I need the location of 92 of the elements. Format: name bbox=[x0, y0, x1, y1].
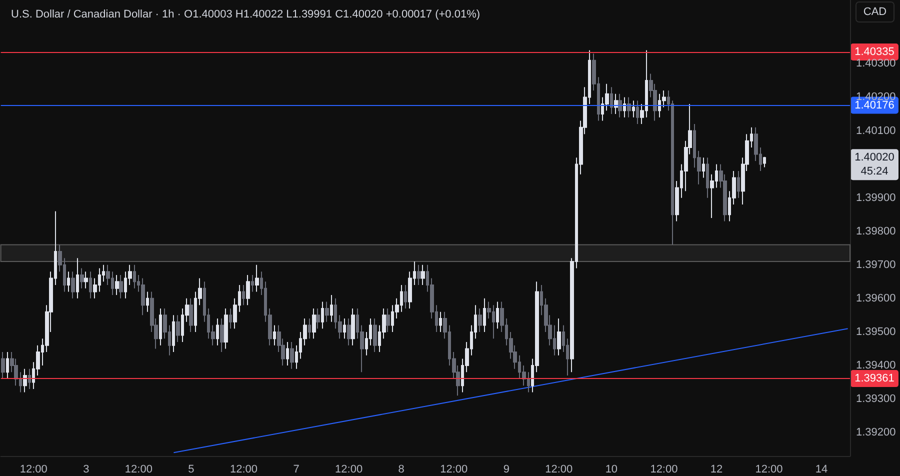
x-tick-label: 8 bbox=[398, 464, 404, 476]
candlestick bbox=[316, 308, 320, 330]
ref-line-label: 1.39361 bbox=[854, 372, 894, 385]
candlestick bbox=[141, 278, 145, 316]
candlestick bbox=[255, 264, 259, 292]
candlestick bbox=[146, 291, 149, 312]
candlestick bbox=[176, 314, 180, 342]
candlestick bbox=[636, 100, 639, 125]
y-tick-label: 1.39900 bbox=[856, 192, 896, 204]
x-tick-label: 12:00 bbox=[755, 464, 783, 476]
y-tick-label: 1.39300 bbox=[856, 393, 896, 405]
candlestick bbox=[1, 352, 5, 380]
y-tick-label: 1.39700 bbox=[856, 258, 896, 271]
text: 45:24 bbox=[860, 166, 888, 178]
x-tick-label: 7 bbox=[293, 464, 300, 476]
x-tick-label: 9 bbox=[503, 464, 510, 476]
candlestick bbox=[763, 156, 766, 168]
candlestick bbox=[343, 318, 346, 340]
candlestick bbox=[330, 294, 333, 322]
candlestick bbox=[610, 86, 613, 114]
x-tick-label: 12:00 bbox=[335, 464, 363, 476]
candlestick bbox=[246, 274, 250, 306]
ref-line-label: 1.40335 bbox=[854, 46, 894, 58]
candlestick bbox=[312, 308, 316, 340]
candlestick bbox=[706, 157, 709, 198]
candlestick bbox=[557, 318, 561, 356]
x-tick-label: 10 bbox=[605, 464, 618, 476]
candlestick bbox=[159, 308, 162, 346]
candlestick bbox=[308, 318, 311, 340]
candlestick bbox=[373, 318, 377, 353]
candlestick bbox=[386, 308, 390, 332]
candlestick bbox=[224, 308, 228, 350]
candlestick bbox=[273, 324, 276, 346]
candlestick bbox=[404, 284, 407, 309]
candlestick bbox=[286, 342, 289, 366]
x-tick-label: 12:00 bbox=[20, 464, 48, 476]
y-tick-label: 1.40300 bbox=[856, 58, 896, 70]
candlestick bbox=[325, 301, 329, 322]
candlestick bbox=[417, 264, 421, 286]
x-tick-label: 3 bbox=[83, 464, 90, 476]
candlestick bbox=[84, 271, 88, 289]
candlestick bbox=[23, 368, 27, 393]
x-tick-label: 12:00 bbox=[124, 464, 152, 476]
candlestick bbox=[115, 274, 119, 296]
x-tick-label: 12:00 bbox=[650, 464, 678, 476]
candlestick bbox=[702, 157, 705, 178]
candlestick bbox=[133, 264, 136, 289]
candlestick bbox=[71, 271, 75, 299]
candlestick bbox=[229, 308, 232, 330]
x-tick-label: 12:00 bbox=[440, 464, 468, 476]
candlestick bbox=[614, 93, 618, 114]
candlestick bbox=[347, 318, 351, 346]
candlestick bbox=[89, 271, 92, 299]
candlestick bbox=[632, 100, 635, 118]
candlestick bbox=[351, 308, 355, 346]
candlestick bbox=[483, 298, 486, 332]
candlestick bbox=[496, 301, 499, 330]
candlestick bbox=[189, 298, 193, 332]
candlestick bbox=[119, 274, 123, 299]
x-tick-label: 12:00 bbox=[230, 464, 258, 476]
y-tick-label: 1.39200 bbox=[856, 426, 896, 439]
x-tick-label: 5 bbox=[188, 464, 194, 476]
candlestick bbox=[251, 274, 254, 292]
candlestick bbox=[321, 301, 324, 330]
candlestick bbox=[6, 352, 9, 380]
y-tick-label: 1.39500 bbox=[856, 326, 896, 338]
text: U.S. Dollar / Canadian Dollar · 1h · O1.40003 H1.40022 L1.39991 C1.40020 +0.00017 (+0.01%) bbox=[11, 8, 480, 20]
candlestick bbox=[618, 93, 622, 118]
y-axis-title: CAD bbox=[863, 6, 887, 18]
candlestick bbox=[478, 308, 482, 332]
y-tick-label: 1.39400 bbox=[856, 359, 896, 372]
text: 1.40020 bbox=[854, 152, 894, 164]
candlestick bbox=[623, 96, 626, 118]
x-tick-label: 12:00 bbox=[545, 464, 573, 476]
candlestick bbox=[28, 368, 31, 390]
candlestick bbox=[80, 268, 84, 289]
candlestick bbox=[216, 318, 219, 346]
x-tick-label: 14 bbox=[815, 464, 828, 476]
candlestick bbox=[627, 96, 631, 118]
y-tick-label: 1.39800 bbox=[856, 225, 896, 238]
candlestick bbox=[172, 314, 175, 353]
candlestick bbox=[421, 264, 425, 286]
candlestick bbox=[439, 311, 442, 332]
candlestick bbox=[220, 318, 224, 353]
y-tick-label: 1.39600 bbox=[856, 292, 896, 304]
candlestick bbox=[290, 342, 294, 370]
candlestick bbox=[67, 271, 70, 292]
candlestick bbox=[242, 284, 245, 306]
x-tick-label: 12 bbox=[710, 464, 723, 476]
candlestick bbox=[76, 258, 79, 299]
candlestick bbox=[737, 170, 740, 198]
y-tick-label: 1.40100 bbox=[856, 124, 896, 137]
